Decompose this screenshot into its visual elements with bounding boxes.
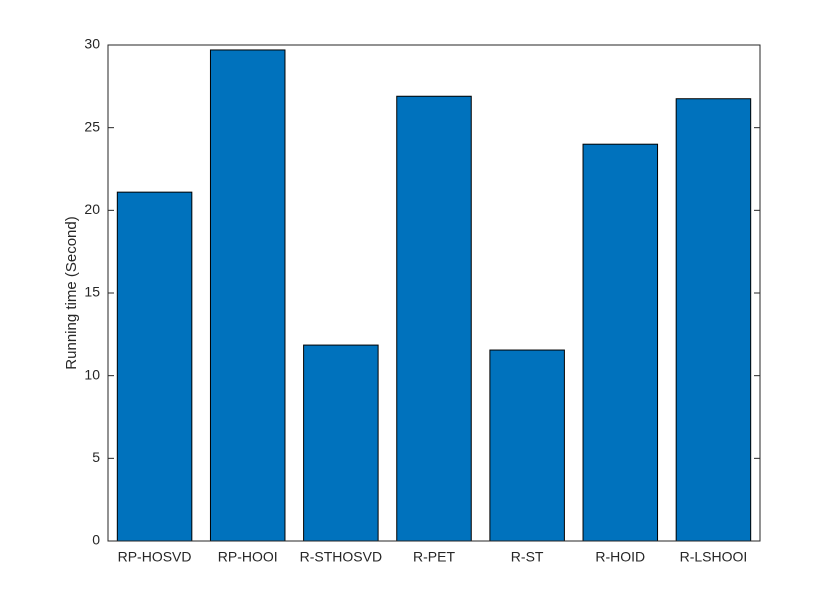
x-tick-label: R-STHOSVD [300, 549, 382, 565]
x-tick-label: R-PET [413, 549, 455, 565]
axes-box [107, 44, 761, 542]
y-tick-label: 5 [92, 449, 100, 465]
bar [209, 49, 286, 542]
x-tick-label: R-ST [511, 549, 544, 565]
bar [489, 349, 565, 542]
y-tick-label: 20 [84, 201, 100, 217]
x-tick-label: RP-HOSVD [118, 549, 192, 565]
y-tick-label: 25 [84, 118, 100, 134]
y-tick-label: 0 [92, 532, 100, 548]
y-tick-label: 15 [84, 284, 100, 300]
y-axis-label: Running time (Second) [63, 216, 80, 369]
bar [303, 344, 379, 542]
x-tick-label: R-LSHOOI [680, 549, 748, 565]
bar [582, 143, 659, 542]
bar [396, 95, 472, 542]
y-tick-label: 30 [84, 36, 100, 52]
x-tick-label: RP-HOOI [218, 549, 278, 565]
bar [116, 191, 193, 542]
y-tick-label: 10 [84, 366, 100, 382]
bar [675, 98, 752, 542]
x-tick-label: R-HOID [595, 549, 645, 565]
